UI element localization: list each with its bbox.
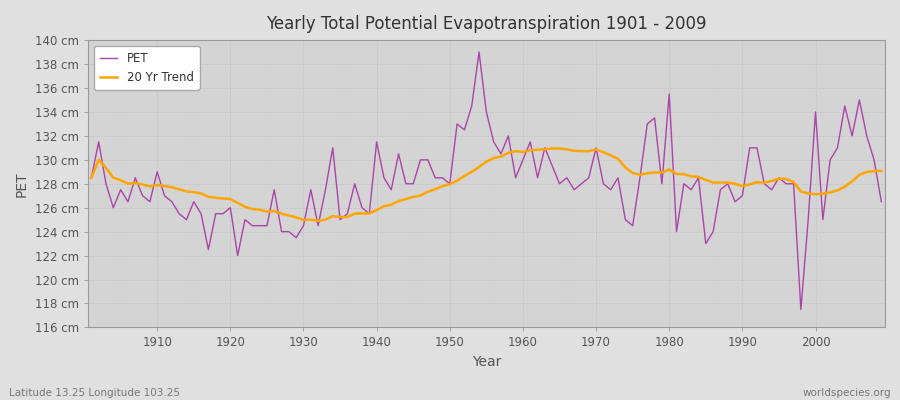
PET	[305, 187, 316, 192]
PET	[613, 175, 624, 180]
PET	[876, 199, 886, 204]
Legend: PET, 20 Yr Trend: PET, 20 Yr Trend	[94, 46, 200, 90]
20 Yr Trend	[86, 175, 97, 180]
PET	[473, 50, 484, 54]
20 Yr Trend	[312, 218, 323, 223]
X-axis label: Year: Year	[472, 355, 501, 369]
PET	[86, 175, 97, 180]
20 Yr Trend	[518, 150, 528, 154]
PET	[525, 140, 535, 144]
20 Yr Trend	[620, 165, 631, 170]
PET	[518, 158, 528, 162]
PET	[145, 199, 156, 204]
Text: Latitude 13.25 Longitude 103.25: Latitude 13.25 Longitude 103.25	[9, 388, 180, 398]
20 Yr Trend	[547, 146, 558, 151]
20 Yr Trend	[356, 211, 367, 216]
20 Yr Trend	[525, 148, 535, 153]
Line: 20 Yr Trend: 20 Yr Trend	[92, 148, 881, 221]
20 Yr Trend	[305, 217, 316, 222]
Title: Yearly Total Potential Evapotranspiration 1901 - 2009: Yearly Total Potential Evapotranspiratio…	[266, 15, 706, 33]
Line: PET: PET	[92, 52, 881, 310]
Y-axis label: PET: PET	[15, 171, 29, 196]
PET	[796, 307, 806, 312]
PET	[349, 181, 360, 186]
20 Yr Trend	[145, 184, 156, 189]
Text: worldspecies.org: worldspecies.org	[803, 388, 891, 398]
20 Yr Trend	[876, 168, 886, 173]
